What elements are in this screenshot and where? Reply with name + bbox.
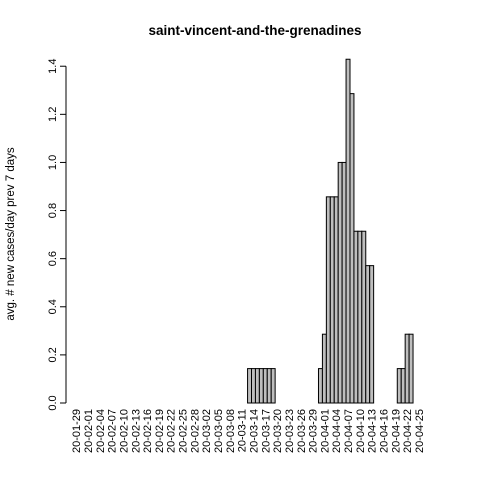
bar [258, 368, 264, 404]
bar [365, 265, 371, 404]
y-tick-label: 0.2 [47, 347, 59, 362]
bar [262, 368, 268, 404]
y-tick-label: 0.6 [47, 251, 59, 266]
x-tick-label: 20-02-16 [142, 409, 154, 453]
x-tick-label: 20-03-08 [225, 409, 237, 453]
x-tick-label: 20-02-28 [189, 409, 201, 453]
x-tick-label: 20-02-19 [154, 409, 166, 453]
bar [361, 230, 367, 404]
x-tick-label: 20-04-10 [355, 409, 367, 453]
bar [353, 230, 359, 404]
chart-title: saint-vincent-and-the-grenadines [148, 23, 361, 38]
x-tick-label: 20-02-25 [178, 409, 190, 453]
bar [369, 265, 375, 404]
bar [254, 368, 260, 404]
bar [396, 368, 402, 404]
bar [337, 161, 343, 404]
bar [329, 196, 335, 404]
bar [345, 58, 351, 404]
x-tick-label: 20-03-29 [308, 409, 320, 453]
x-tick-label: 20-01-29 [71, 409, 83, 453]
bar [349, 93, 355, 404]
x-tick-label: 20-04-01 [319, 409, 331, 453]
x-tick-label: 20-04-04 [331, 409, 343, 453]
x-tick-label: 20-04-22 [402, 409, 414, 453]
x-tick-label: 20-04-19 [390, 409, 402, 453]
y-tick-label: 0.4 [47, 299, 59, 314]
x-tick-label: 20-03-23 [284, 409, 296, 453]
x-tick-label: 20-03-17 [260, 409, 272, 453]
bar [317, 368, 323, 404]
bar [321, 333, 327, 404]
x-tick-label: 20-04-16 [378, 409, 390, 453]
bar [333, 196, 339, 404]
x-tick-label: 20-04-13 [367, 409, 379, 453]
x-tick-label: 20-02-13 [130, 409, 142, 453]
x-tick-label: 20-04-25 [414, 409, 426, 453]
x-tick-label: 20-04-07 [343, 409, 355, 453]
bar [251, 368, 256, 404]
x-tick-label: 20-02-10 [118, 409, 130, 453]
bar [341, 161, 347, 404]
y-tick-label: 0.0 [47, 395, 59, 410]
bar [408, 333, 414, 404]
bars [247, 58, 414, 404]
y-tick-label: 1.4 [47, 59, 59, 74]
bar [404, 333, 410, 404]
x-tick-label: 20-02-04 [95, 409, 107, 453]
bar [400, 368, 406, 404]
bar [357, 230, 363, 404]
x-tick-label: 20-03-05 [213, 409, 225, 453]
x-axis: 20-01-29 20-02-01 20-02-04 20-02-07 20-02-10… [71, 409, 426, 453]
x-tick-label: 20-03-14 [248, 409, 260, 453]
y-axis-label: avg. # new cases/day prev 7 days [5, 147, 17, 320]
bar [325, 196, 331, 404]
y-axis: 0.0 0.2 0.4 0.6 0.8 1.0 1.2 1.4 [47, 59, 67, 411]
x-tick-label: 20-02-07 [107, 409, 119, 453]
bar [266, 368, 272, 404]
bar [247, 368, 252, 404]
x-tick-label: 20-03-11 [237, 409, 249, 452]
x-tick-label: 20-03-02 [201, 409, 213, 453]
y-tick-label: 1.0 [47, 155, 59, 170]
x-tick-label: 20-02-22 [166, 409, 178, 453]
x-tick-label: 20-03-20 [272, 409, 284, 453]
bar [270, 368, 276, 404]
y-tick-label: 1.2 [47, 107, 59, 122]
x-tick-label: 20-02-01 [83, 409, 95, 453]
x-tick-label: 20-03-26 [296, 409, 308, 453]
y-tick-label: 0.8 [47, 203, 59, 218]
